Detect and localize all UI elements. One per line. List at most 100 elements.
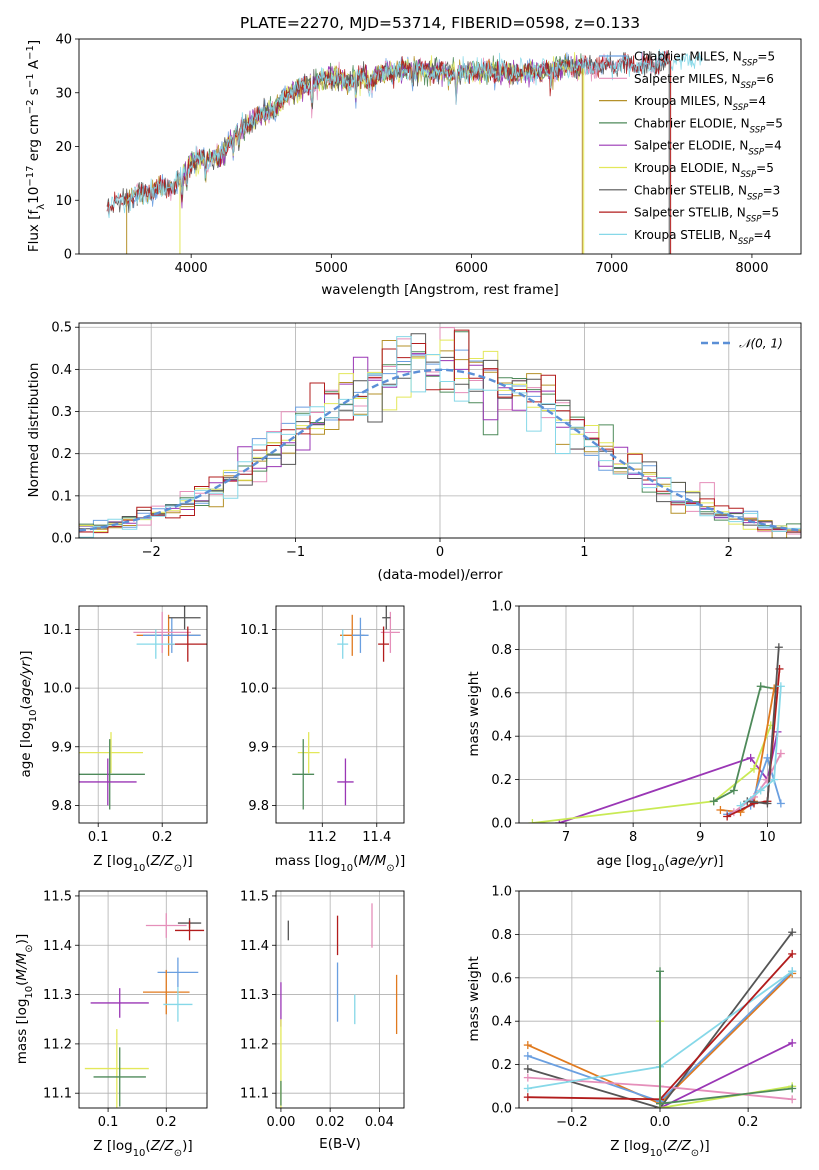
y-axis-label: age [log10(age/yr)] xyxy=(18,650,39,777)
y-tick-label: 10.0 xyxy=(240,682,269,697)
y-tick-label: 11.1 xyxy=(43,1087,72,1102)
residual-histogram-panel: −2 −1 0 1 2 0.0 0.1 0.2 0.3 0.4 0.5 (data-model)/er… xyxy=(26,321,802,583)
axes-frame xyxy=(275,605,405,824)
y-tick-label: 20 xyxy=(55,140,72,155)
weight-series xyxy=(740,686,782,807)
y-tick-label: 0.6 xyxy=(491,686,512,701)
y-tick-label: 0.8 xyxy=(491,643,512,658)
y-tick-label: 11.3 xyxy=(43,988,72,1003)
y-tick-label: 9.8 xyxy=(51,799,72,814)
legend-entry: Chabrier ELODIE, NSSP=5 xyxy=(634,116,783,135)
y-tick-label: 11.2 xyxy=(43,1037,72,1052)
weight-vs-metallicity-panel: −0.2 0.0 0.2 0.0 0.2 0.4 0.6 0.8 1.0 Z [log10(Z/Z… xyxy=(466,885,802,1159)
y-tick-label: 40 xyxy=(55,33,72,48)
axes-frame xyxy=(518,890,802,1109)
histogram-step-series xyxy=(79,336,801,538)
weight-series xyxy=(713,685,775,803)
y-tick-label: 11.3 xyxy=(240,988,269,1003)
x-tick-label: 5000 xyxy=(315,261,348,276)
legend-entry: Salpeter ELODIE, NSSP=4 xyxy=(634,139,782,158)
x-tick-label: 7000 xyxy=(595,261,628,276)
legend-entry: Kroupa STELIB, NSSP=4 xyxy=(634,228,771,247)
y-tick-label: 11.1 xyxy=(240,1087,269,1102)
x-axis-label: Z [log10(Z/Z⊙)] xyxy=(93,1138,192,1159)
spectrum-series xyxy=(107,49,704,219)
legend-entry: Kroupa ELODIE, NSSP=5 xyxy=(634,161,774,180)
weight-series xyxy=(532,725,772,823)
x-tick-label: 8 xyxy=(629,830,637,845)
x-axis-label: wavelength [Angstrom, rest frame] xyxy=(321,282,559,298)
y-tick-label: 11.5 xyxy=(240,889,269,904)
x-axis-label: E(B-V) xyxy=(319,1136,361,1152)
figure-title: PLATE=2270, MJD=53714, FIBERID=0598, z=0… xyxy=(240,14,640,32)
x-tick-label: 0.1 xyxy=(88,830,109,845)
weight-vs-age-panel: 7 8 9 10 0.0 0.2 0.4 0.6 0.8 1.0 age [log10(age/yr… xyxy=(466,600,802,874)
x-tick-label: 4000 xyxy=(175,261,208,276)
axes-frame xyxy=(78,38,802,255)
y-tick-label: 0.2 xyxy=(51,447,72,462)
axes-frame xyxy=(275,890,405,1109)
x-axis-label: (data-model)/error xyxy=(377,567,503,583)
x-tick-label: 0.2 xyxy=(152,830,173,845)
y-tick-label: 0.0 xyxy=(51,532,72,547)
y-tick-label: 11.4 xyxy=(43,939,72,954)
x-tick-label: 0 xyxy=(436,545,444,560)
y-tick-label: 0.1 xyxy=(51,489,72,504)
y-tick-label: 0.0 xyxy=(491,1102,512,1117)
x-tick-label: 10 xyxy=(759,830,776,845)
y-tick-label: 0.4 xyxy=(491,730,512,745)
spectrum-legend: Chabrier MILES, NSSP=5 Salpeter MILES, NS… xyxy=(599,50,783,247)
y-axis-label: mass weight xyxy=(466,956,482,1041)
y-tick-label: 30 xyxy=(55,86,72,101)
x-axis-label: age [log10(age/yr)] xyxy=(596,853,723,874)
x-tick-label: 0.0 xyxy=(650,1115,671,1130)
y-tick-label: 9.9 xyxy=(51,740,72,755)
mass-vs-extinction-panel: 0.00 0.02 0.04 11.1 11.2 11.3 11.4 11.5 E(B-V) xyxy=(240,889,405,1152)
y-tick-label: 1.0 xyxy=(491,600,512,615)
y-tick-label: 0.3 xyxy=(51,405,72,420)
legend-entry: Kroupa MILES, NSSP=4 xyxy=(634,94,766,113)
x-tick-label: 9 xyxy=(696,830,704,845)
x-tick-label: −1 xyxy=(286,545,305,560)
y-tick-label: 0 xyxy=(64,248,72,263)
y-tick-label: 11.2 xyxy=(240,1037,269,1052)
legend-entry: Salpeter STELIB, NSSP=5 xyxy=(634,206,779,225)
y-axis-label: mass weight xyxy=(466,671,482,756)
y-tick-label: 9.8 xyxy=(248,799,269,814)
y-axis-label: mass [log10(M/M⊙)] xyxy=(14,934,35,1064)
x-tick-label: 11.2 xyxy=(308,830,337,845)
y-tick-label: 0.2 xyxy=(491,773,512,788)
x-tick-label: 8000 xyxy=(735,261,768,276)
weight-lines xyxy=(528,643,785,823)
y-tick-label: 0.2 xyxy=(491,1058,512,1073)
y-tick-label: 9.9 xyxy=(248,740,269,755)
x-tick-label: 0.1 xyxy=(98,1115,119,1130)
y-axis-label: Flux [fλ10−17 erg cm−2 s−1 A−1] xyxy=(25,40,47,252)
y-tick-label: 0.5 xyxy=(51,321,72,336)
legend-entry: Chabrier STELIB, NSSP=3 xyxy=(634,183,780,202)
x-tick-label: −0.2 xyxy=(556,1115,588,1130)
age-vs-mass-panel: 11.2 11.4 9.8 9.9 10.0 10.1 mass [log10(M/M⊙)] xyxy=(240,605,405,874)
spectrum-lines xyxy=(106,49,704,254)
x-tick-label: 11.4 xyxy=(362,830,391,845)
age-vs-metallicity-panel: 0.1 0.2 9.8 9.9 10.0 10.1 Z [log10(Z/Z⊙)] age [… xyxy=(18,605,208,874)
x-tick-label: 2 xyxy=(725,545,733,560)
y-tick-label: 10.1 xyxy=(240,623,269,638)
y-tick-label: 0.4 xyxy=(51,363,72,378)
legend-entry: Salpeter MILES, NSSP=6 xyxy=(634,72,774,91)
spectrum-panel: 4000 5000 6000 7000 8000 0 10 20 30 40 wavelength … xyxy=(25,33,802,298)
y-tick-label: 10.1 xyxy=(43,623,72,638)
axes-frame xyxy=(518,605,802,824)
weight-series xyxy=(659,1042,793,1108)
x-axis-label: mass [log10(M/M⊙)] xyxy=(275,853,405,874)
y-tick-label: 10.0 xyxy=(43,682,72,697)
errorbar-marks xyxy=(79,606,207,810)
y-tick-label: 11.5 xyxy=(43,889,72,904)
x-tick-label: −2 xyxy=(142,545,161,560)
errorbar-marks xyxy=(280,903,398,1108)
x-axis-label: Z [log10(Z/Z⊙)] xyxy=(610,1138,709,1159)
x-tick-label: 6000 xyxy=(455,261,488,276)
normal-curve xyxy=(79,368,801,532)
y-tick-label: 0.0 xyxy=(491,817,512,832)
